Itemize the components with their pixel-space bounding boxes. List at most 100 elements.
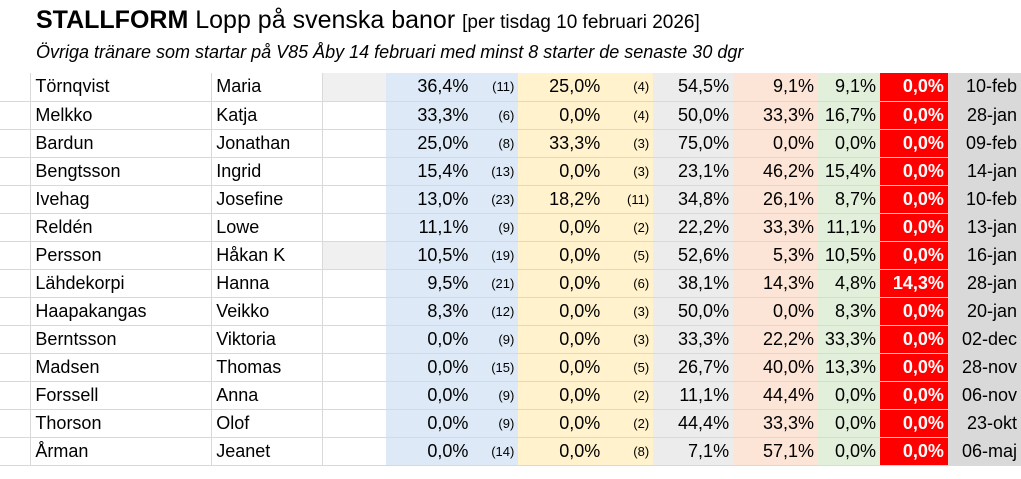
cell-win[interactable]: 8,3%	[386, 297, 473, 326]
cell-wn[interactable]: (13)	[472, 157, 519, 186]
cell-p2n[interactable]: (2)	[604, 409, 654, 438]
cell-wn[interactable]: (14)	[472, 437, 519, 466]
cell-c0[interactable]	[0, 73, 32, 102]
cell-win[interactable]: 0,0%	[386, 437, 473, 466]
cell-win[interactable]: 10,5%	[386, 241, 473, 270]
cell-p2[interactable]: 0,0%	[518, 269, 605, 298]
cell-wn[interactable]: (23)	[472, 185, 519, 214]
cell-last[interactable]: Madsen	[30, 353, 213, 382]
cell-gx[interactable]	[322, 241, 387, 270]
cell-gx[interactable]	[322, 297, 387, 326]
cell-first[interactable]: Jonathan	[211, 129, 324, 158]
cell-p2n[interactable]: (5)	[604, 353, 654, 382]
cell-a[interactable]: 22,2%	[653, 213, 734, 242]
cell-c0[interactable]	[0, 101, 32, 130]
cell-b[interactable]: 57,1%	[733, 437, 818, 466]
cell-wn[interactable]: (9)	[472, 325, 519, 354]
cell-last[interactable]: Thorson	[30, 409, 213, 438]
cell-gx[interactable]	[322, 409, 387, 438]
cell-date[interactable]: 06-nov	[947, 381, 1021, 410]
cell-wn[interactable]: (21)	[472, 269, 519, 298]
cell-first[interactable]: Josefine	[211, 185, 324, 214]
cell-wn[interactable]: (9)	[472, 409, 519, 438]
cell-p2[interactable]: 0,0%	[518, 241, 605, 270]
cell-a[interactable]: 54,5%	[653, 73, 734, 102]
cell-b[interactable]: 33,3%	[733, 409, 818, 438]
cell-gx[interactable]	[322, 73, 387, 102]
cell-p2[interactable]: 0,0%	[518, 353, 605, 382]
cell-p2n[interactable]: (6)	[604, 269, 654, 298]
cell-a[interactable]: 11,1%	[653, 381, 734, 410]
cell-p2[interactable]: 0,0%	[518, 325, 605, 354]
cell-date[interactable]: 13-jan	[947, 213, 1021, 242]
cell-last[interactable]: Forssell	[30, 381, 213, 410]
cell-win[interactable]: 11,1%	[386, 213, 473, 242]
cell-gx[interactable]	[322, 353, 387, 382]
cell-c[interactable]: 15,4%	[817, 157, 880, 186]
cell-p2[interactable]: 0,0%	[518, 297, 605, 326]
cell-d[interactable]: 0,0%	[879, 325, 948, 354]
cell-p2n[interactable]: (4)	[604, 73, 654, 102]
cell-b[interactable]: 40,0%	[733, 353, 818, 382]
cell-first[interactable]: Hanna	[211, 269, 324, 298]
cell-gx[interactable]	[322, 325, 387, 354]
cell-last[interactable]: Törnqvist	[30, 73, 213, 102]
cell-last[interactable]: Reldén	[30, 213, 213, 242]
cell-gx[interactable]	[322, 269, 387, 298]
cell-date[interactable]: 16-jan	[947, 241, 1021, 270]
cell-d[interactable]: 0,0%	[879, 297, 948, 326]
cell-wn[interactable]: (9)	[472, 381, 519, 410]
cell-first[interactable]: Jeanet	[211, 437, 324, 466]
cell-win[interactable]: 0,0%	[386, 409, 473, 438]
cell-c0[interactable]	[0, 381, 32, 410]
cell-p2[interactable]: 0,0%	[518, 409, 605, 438]
cell-win[interactable]: 0,0%	[386, 381, 473, 410]
cell-win[interactable]: 0,0%	[386, 325, 473, 354]
cell-p2n[interactable]: (3)	[604, 157, 654, 186]
cell-first[interactable]: Lowe	[211, 213, 324, 242]
cell-c0[interactable]	[0, 269, 32, 298]
cell-p2n[interactable]: (8)	[604, 437, 654, 466]
cell-c[interactable]: 11,1%	[817, 213, 880, 242]
cell-b[interactable]: 44,4%	[733, 381, 818, 410]
cell-date[interactable]: 20-jan	[947, 297, 1021, 326]
cell-b[interactable]: 46,2%	[733, 157, 818, 186]
cell-d[interactable]: 14,3%	[879, 269, 948, 298]
cell-c0[interactable]	[0, 325, 32, 354]
cell-p2n[interactable]: (3)	[604, 297, 654, 326]
cell-gx[interactable]	[322, 381, 387, 410]
cell-gx[interactable]	[322, 185, 387, 214]
cell-first[interactable]: Håkan K	[211, 241, 324, 270]
cell-wn[interactable]: (9)	[472, 213, 519, 242]
cell-p2n[interactable]: (3)	[604, 129, 654, 158]
cell-c[interactable]: 8,7%	[817, 185, 880, 214]
cell-wn[interactable]: (15)	[472, 353, 519, 382]
cell-last[interactable]: Årman	[30, 437, 213, 466]
cell-c0[interactable]	[0, 213, 32, 242]
cell-b[interactable]: 5,3%	[733, 241, 818, 270]
cell-c0[interactable]	[0, 241, 32, 270]
cell-b[interactable]: 22,2%	[733, 325, 818, 354]
cell-a[interactable]: 44,4%	[653, 409, 734, 438]
cell-c[interactable]: 4,8%	[817, 269, 880, 298]
cell-last[interactable]: Ivehag	[30, 185, 213, 214]
cell-last[interactable]: Persson	[30, 241, 213, 270]
cell-a[interactable]: 38,1%	[653, 269, 734, 298]
cell-last[interactable]: Bengtsson	[30, 157, 213, 186]
cell-d[interactable]: 0,0%	[879, 101, 948, 130]
cell-b[interactable]: 14,3%	[733, 269, 818, 298]
cell-win[interactable]: 36,4%	[386, 73, 473, 102]
cell-c0[interactable]	[0, 297, 32, 326]
cell-win[interactable]: 15,4%	[386, 157, 473, 186]
cell-p2n[interactable]: (4)	[604, 101, 654, 130]
cell-b[interactable]: 33,3%	[733, 213, 818, 242]
cell-d[interactable]: 0,0%	[879, 409, 948, 438]
cell-first[interactable]: Ingrid	[211, 157, 324, 186]
cell-p2[interactable]: 0,0%	[518, 213, 605, 242]
cell-b[interactable]: 0,0%	[733, 129, 818, 158]
cell-gx[interactable]	[322, 437, 387, 466]
cell-c[interactable]: 0,0%	[817, 381, 880, 410]
cell-a[interactable]: 50,0%	[653, 101, 734, 130]
cell-p2[interactable]: 18,2%	[518, 185, 605, 214]
cell-last[interactable]: Haapakangas	[30, 297, 213, 326]
